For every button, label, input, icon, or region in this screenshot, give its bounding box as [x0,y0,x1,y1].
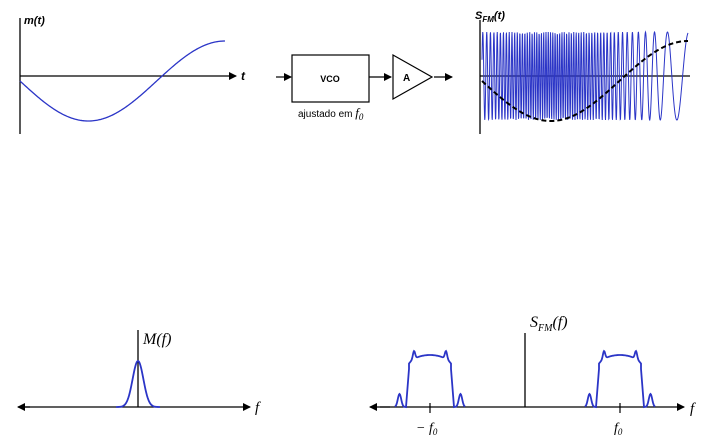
message-signal-panel: m(t) t [19,15,246,134]
tick-pos-f0-label: f0 [614,421,623,437]
mf-axis-label: f [255,400,261,416]
sf-label: SFM(f) [530,314,568,334]
vco-caption: ajustado em f0 [298,105,364,122]
vco-block [291,54,370,103]
mf-label: M(f) [142,331,171,348]
vco-label: VCO [320,74,340,84]
mt-axis-label: t [241,69,246,83]
fm-spectrum-negative-band [394,349,466,409]
fm-spectrum-positive-band [584,349,656,409]
sf-axis-label: f [690,401,696,417]
message-waveform [19,40,226,122]
fm-waveform [481,30,689,122]
message-overlay-dashed [481,40,689,122]
tick-neg-f0-label: − f0 [416,421,438,437]
amplifier-block [392,53,434,101]
mt-label: m(t) [24,15,45,27]
fm-spectrum-panel: SFM(f) f − f0 f0 [369,314,696,437]
message-spectrum-lobe [115,360,161,408]
message-spectrum-panel: M(f) f [17,330,261,416]
modulator-chain: VCO ajustado em f0 A [276,53,453,122]
fm-time-label: SFM(t) [475,10,505,24]
amp-label: A [403,73,410,84]
fm-signal-panel: SFM(t) [475,10,690,134]
